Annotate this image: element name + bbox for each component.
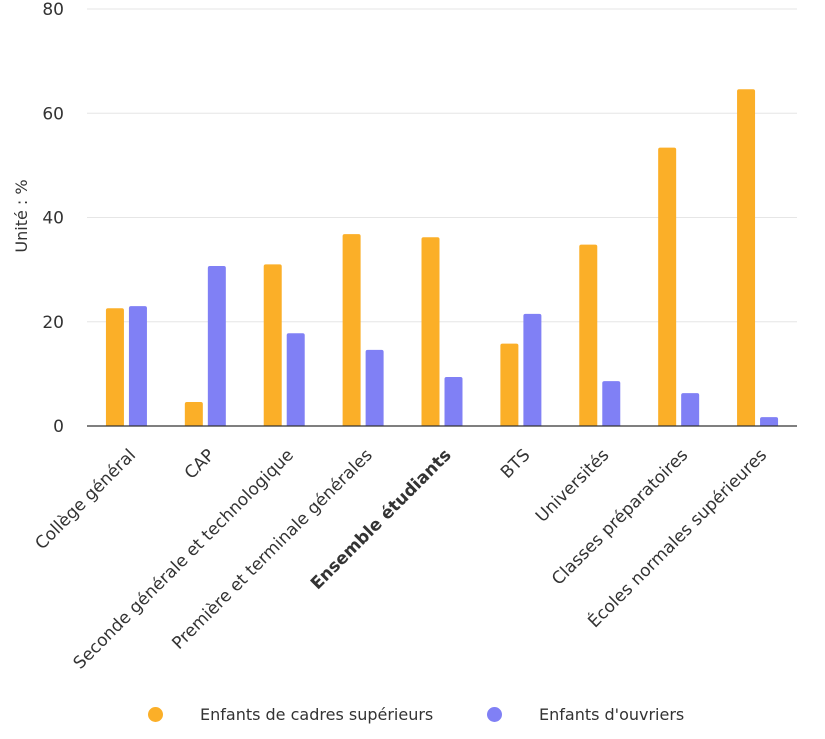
y-tick-label: 60 (42, 104, 64, 124)
y-tick-label: 80 (42, 0, 64, 20)
bar-ouvriers-0[interactable] (128, 306, 147, 426)
legend-dot-ouvriers-icon (487, 706, 502, 722)
bar-cadres-6[interactable] (579, 244, 598, 426)
x-category-label: Collège général (31, 445, 140, 554)
x-category-label: CAP (181, 445, 219, 483)
bar-cadres-3[interactable] (342, 234, 361, 426)
bar-ouvriers-4[interactable] (444, 377, 463, 426)
bar-cadres-1[interactable] (184, 402, 203, 426)
bar-cadres-7[interactable] (658, 147, 677, 426)
y-tick-label: 40 (42, 209, 64, 229)
bar-cadres-5[interactable] (500, 343, 519, 426)
bar-cadres-4[interactable] (421, 237, 440, 426)
legend-dot-cadres-icon (148, 706, 163, 722)
bar-ouvriers-2[interactable] (286, 333, 305, 426)
bar-cadres-8[interactable] (737, 89, 756, 427)
x-category-label: Universités (532, 445, 613, 526)
legend-label-ouvriers: Enfants d'ouvriers (539, 704, 685, 724)
bars (105, 89, 779, 427)
bar-ouvriers-8[interactable] (760, 417, 779, 426)
bar-ouvriers-3[interactable] (365, 349, 384, 426)
x-category-label: Classes préparatoires (548, 445, 692, 589)
y-tick-label: 20 (42, 313, 64, 333)
bar-ouvriers-5[interactable] (523, 313, 542, 426)
x-category-label: BTS (497, 445, 534, 482)
bar-cadres-0[interactable] (105, 308, 124, 426)
y-tick-label: 0 (53, 417, 64, 437)
legend-label-cadres: Enfants de cadres supérieurs (200, 704, 434, 724)
legend: Enfants de cadres supérieurs Enfants d'o… (0, 700, 825, 728)
gridlines (87, 8, 797, 323)
y-axis-title: Unité : % (12, 179, 31, 252)
x-category-label: Ensemble étudiants (307, 445, 456, 594)
legend-item-ouvriers[interactable]: Enfants d'ouvriers (487, 700, 684, 728)
bar-ouvriers-7[interactable] (681, 393, 700, 426)
bar-ouvriers-6[interactable] (602, 381, 621, 426)
bar-cadres-2[interactable] (263, 264, 282, 426)
legend-item-cadres[interactable]: Enfants de cadres supérieurs (148, 700, 433, 728)
bar-ouvriers-1[interactable] (207, 265, 226, 426)
